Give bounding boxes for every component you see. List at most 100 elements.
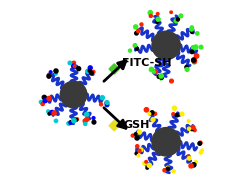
Circle shape xyxy=(55,73,57,75)
Circle shape xyxy=(190,29,193,31)
Circle shape xyxy=(138,149,141,152)
Circle shape xyxy=(47,110,50,113)
Circle shape xyxy=(192,60,196,64)
Circle shape xyxy=(52,111,56,115)
Circle shape xyxy=(152,128,180,156)
Circle shape xyxy=(176,18,179,21)
Circle shape xyxy=(100,96,104,100)
Circle shape xyxy=(69,122,72,124)
Circle shape xyxy=(199,141,202,144)
Circle shape xyxy=(201,149,203,151)
Circle shape xyxy=(175,113,179,117)
Circle shape xyxy=(47,96,51,100)
Circle shape xyxy=(199,45,203,49)
Circle shape xyxy=(143,162,146,165)
Circle shape xyxy=(71,62,74,65)
Circle shape xyxy=(152,31,180,60)
Circle shape xyxy=(187,127,191,130)
Circle shape xyxy=(170,79,173,83)
Circle shape xyxy=(84,112,89,117)
Circle shape xyxy=(145,160,147,163)
Circle shape xyxy=(72,118,76,123)
Circle shape xyxy=(133,44,137,47)
Circle shape xyxy=(48,73,50,76)
Circle shape xyxy=(54,69,58,73)
Circle shape xyxy=(149,14,152,17)
Circle shape xyxy=(77,67,81,71)
Circle shape xyxy=(179,14,183,18)
Circle shape xyxy=(73,65,76,67)
Circle shape xyxy=(157,75,161,78)
Circle shape xyxy=(75,119,78,121)
Circle shape xyxy=(174,19,178,23)
Circle shape xyxy=(137,29,140,33)
Circle shape xyxy=(172,113,175,116)
Text: FITC-SH: FITC-SH xyxy=(122,58,171,68)
Circle shape xyxy=(67,122,71,125)
Circle shape xyxy=(194,45,198,49)
Circle shape xyxy=(192,59,197,64)
Circle shape xyxy=(155,20,159,23)
Circle shape xyxy=(39,101,42,104)
Circle shape xyxy=(60,81,87,108)
Circle shape xyxy=(156,17,160,21)
Circle shape xyxy=(150,111,154,115)
Circle shape xyxy=(149,67,154,72)
Circle shape xyxy=(84,122,87,125)
Circle shape xyxy=(92,117,95,119)
Circle shape xyxy=(172,106,176,110)
Circle shape xyxy=(192,58,196,62)
Circle shape xyxy=(99,103,102,106)
Circle shape xyxy=(88,69,91,72)
Circle shape xyxy=(194,160,197,163)
Circle shape xyxy=(185,66,188,69)
Circle shape xyxy=(50,111,53,114)
Circle shape xyxy=(139,148,143,151)
Circle shape xyxy=(153,71,155,73)
Text: GSH: GSH xyxy=(124,120,150,130)
Circle shape xyxy=(190,27,194,31)
Circle shape xyxy=(189,164,193,168)
Circle shape xyxy=(159,74,163,78)
Circle shape xyxy=(106,101,109,104)
Circle shape xyxy=(137,154,140,157)
Circle shape xyxy=(92,120,96,124)
Circle shape xyxy=(151,118,155,122)
Circle shape xyxy=(190,127,194,131)
Circle shape xyxy=(135,136,139,140)
Circle shape xyxy=(196,32,199,35)
Circle shape xyxy=(41,102,44,106)
Circle shape xyxy=(187,155,190,158)
Circle shape xyxy=(134,25,138,29)
Circle shape xyxy=(105,101,109,105)
Circle shape xyxy=(187,120,190,122)
Circle shape xyxy=(194,54,199,58)
Circle shape xyxy=(88,66,92,70)
Circle shape xyxy=(170,11,172,13)
Circle shape xyxy=(160,76,163,79)
Circle shape xyxy=(146,167,149,169)
Circle shape xyxy=(90,71,93,75)
Circle shape xyxy=(154,70,158,74)
Circle shape xyxy=(185,67,189,71)
Circle shape xyxy=(135,47,138,50)
Circle shape xyxy=(54,119,58,122)
Circle shape xyxy=(133,44,136,47)
Circle shape xyxy=(180,112,184,116)
Circle shape xyxy=(172,170,175,173)
Circle shape xyxy=(198,142,201,145)
Circle shape xyxy=(136,145,139,148)
Circle shape xyxy=(83,119,87,123)
Circle shape xyxy=(187,157,191,160)
Circle shape xyxy=(51,110,55,114)
Circle shape xyxy=(191,125,195,129)
Circle shape xyxy=(47,74,51,78)
Circle shape xyxy=(199,151,202,154)
Circle shape xyxy=(192,46,196,50)
Circle shape xyxy=(192,163,196,167)
Bar xyxy=(109,121,119,131)
Circle shape xyxy=(148,113,151,115)
Circle shape xyxy=(48,112,51,115)
Circle shape xyxy=(86,69,90,73)
Circle shape xyxy=(105,103,109,107)
